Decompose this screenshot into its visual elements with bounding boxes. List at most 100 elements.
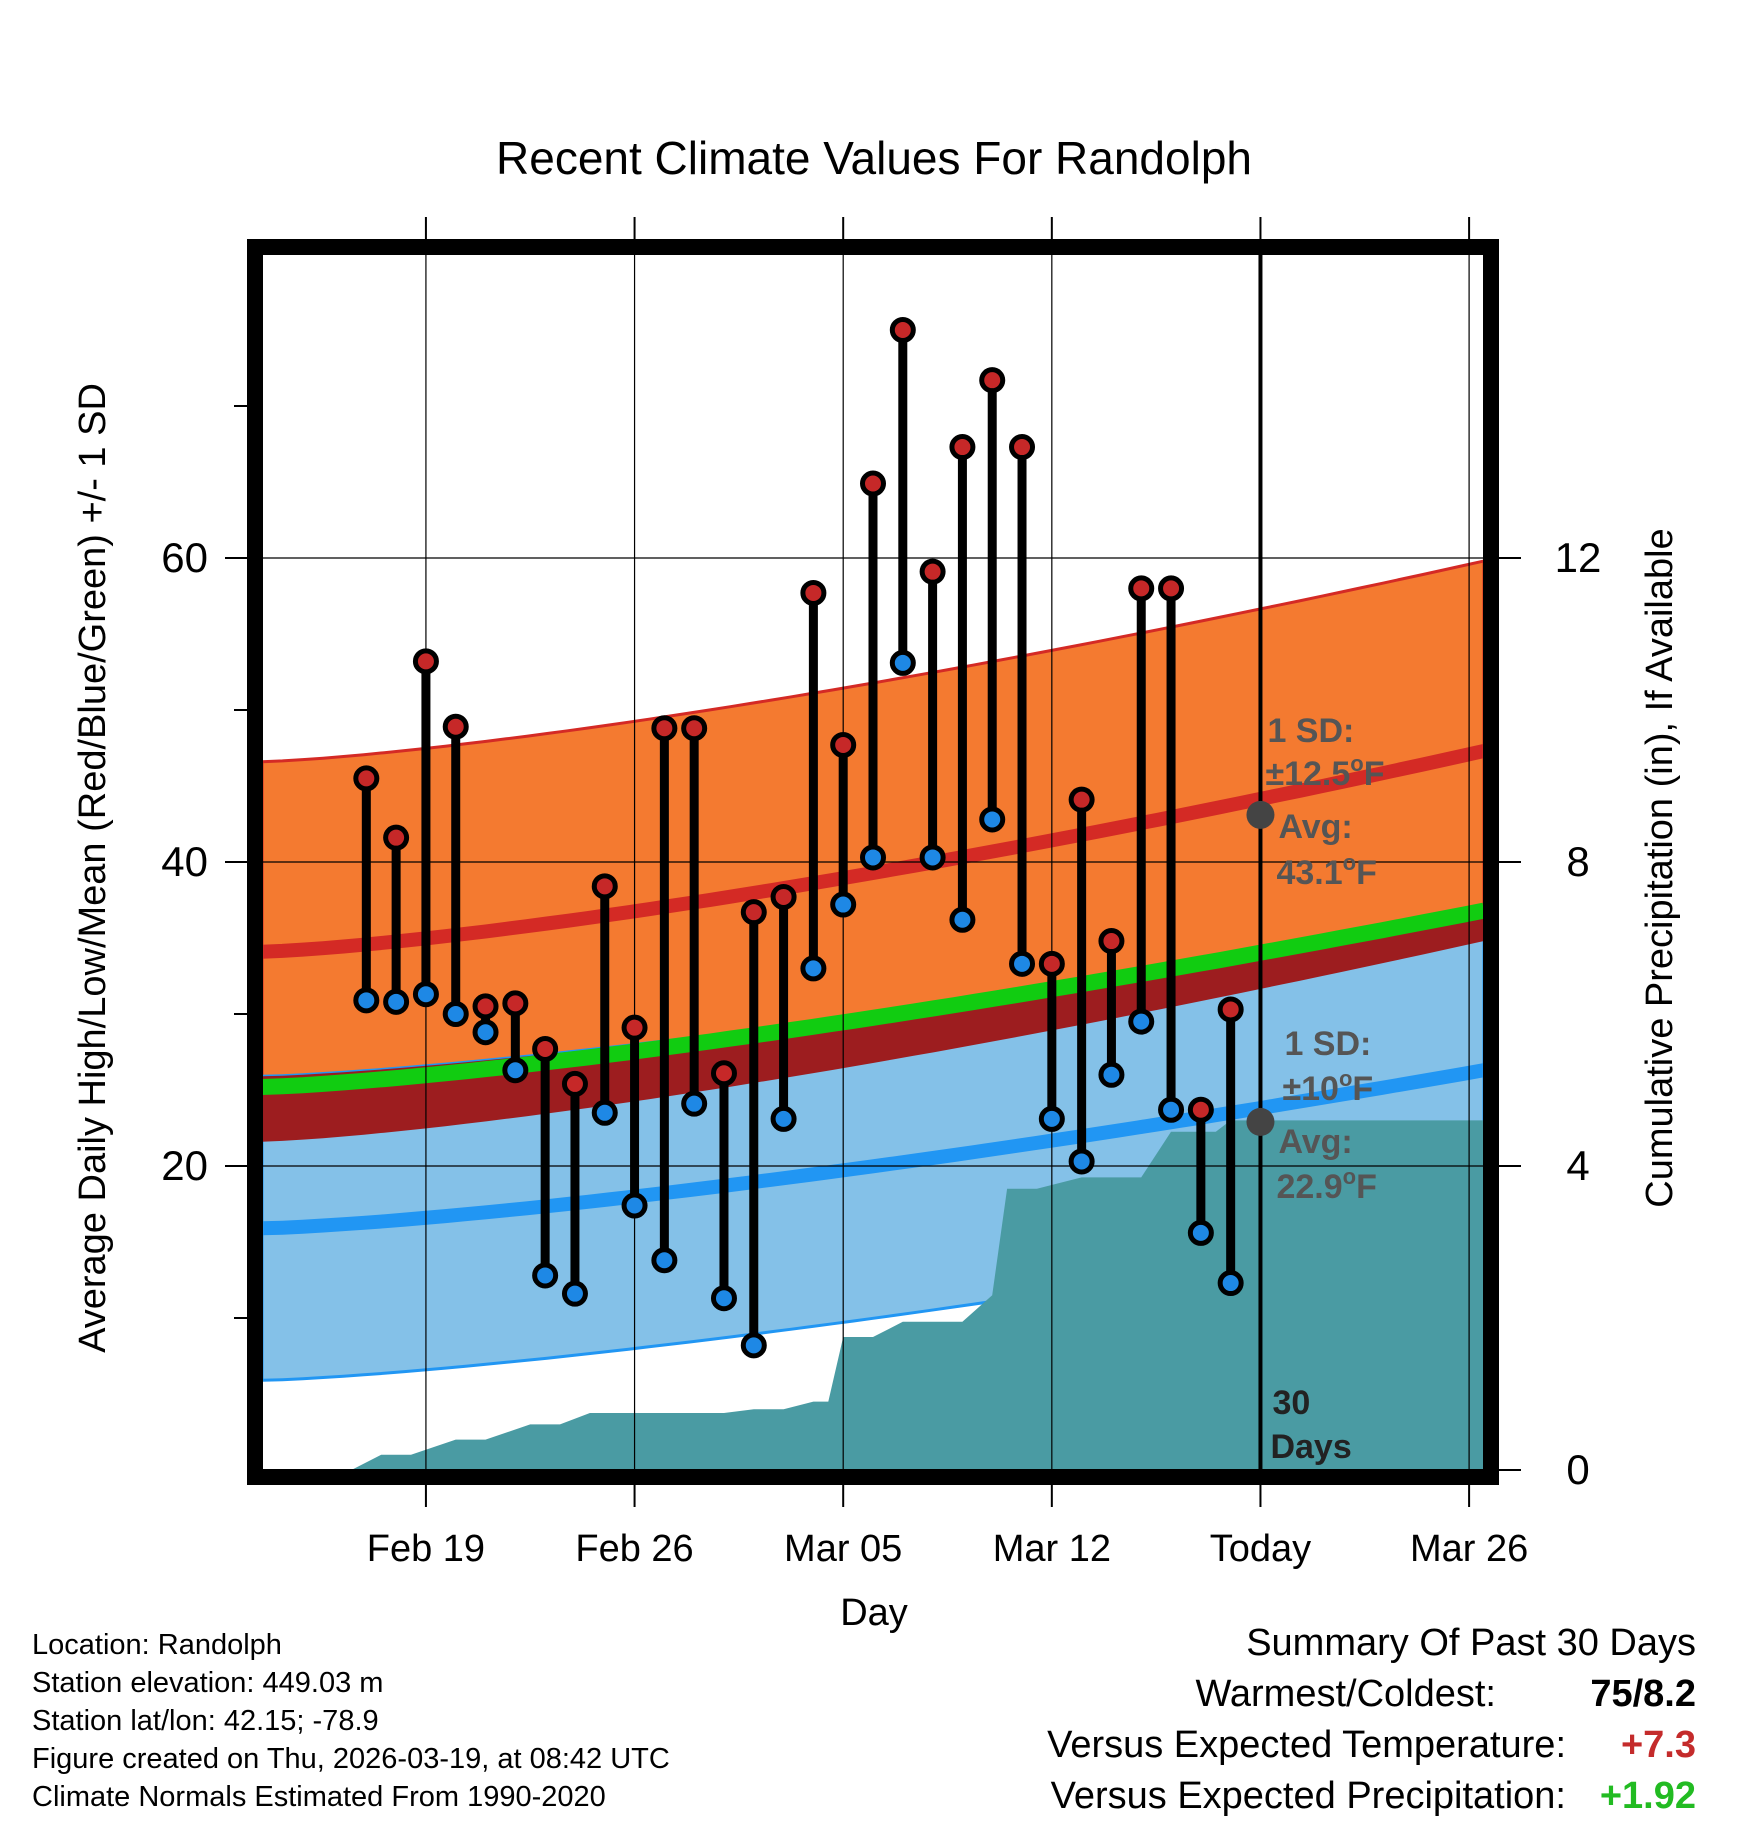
degree-mark: o [1339, 1066, 1352, 1091]
daily-low-point [1098, 1061, 1125, 1088]
days-count-label: 30 [1272, 1384, 1310, 1422]
daily-high-point [472, 993, 499, 1020]
daily-low-point [919, 844, 946, 871]
chart-title: Recent Climate Values For Randolph [496, 132, 1252, 184]
daily-high-point [1098, 928, 1125, 955]
daily-low-point [591, 1099, 618, 1126]
daily-high-point [710, 1060, 737, 1087]
low-sd-label: 1 SD: [1284, 1025, 1371, 1063]
daily-high-point [681, 715, 708, 742]
warmest-label: Warmest/Coldest: [1195, 1673, 1496, 1715]
daily-high-point [770, 883, 797, 910]
daily-low-point [561, 1280, 588, 1307]
x-tick-label: Feb 26 [575, 1528, 693, 1570]
x-tick-label: Today [1210, 1528, 1311, 1570]
daily-observations [353, 317, 1244, 1359]
daily-high-point [889, 317, 916, 343]
precip-area [262, 1120, 1484, 1470]
daily-low-point [681, 1090, 708, 1117]
unit-f: F [1356, 854, 1377, 892]
summary-panel: Summary Of Past 30 Days Warmest/Coldest:… [1047, 1618, 1696, 1822]
daily-low-point [353, 987, 380, 1014]
daily-high-point [502, 990, 529, 1017]
y2-tick-label: 4 [1566, 1142, 1589, 1189]
high-sd-value-line: ±12.5oF [1265, 751, 1384, 793]
daily-high-point [1128, 575, 1155, 602]
daily-low-point [412, 981, 439, 1008]
created-text: Figure created on Thu, 2026-03-19, at 08… [32, 1743, 670, 1775]
daily-high-point [1009, 434, 1036, 461]
unit-f: F [1352, 1070, 1373, 1108]
today-high-avg-marker [1246, 800, 1275, 829]
elevation-text: Station elevation: 449.03 m [32, 1667, 384, 1699]
x-tick-label: Mar 05 [784, 1528, 902, 1570]
daily-low-point [1068, 1148, 1095, 1175]
low-sd-value-line: ±10oF [1282, 1066, 1373, 1108]
plot-frame [247, 239, 1499, 1485]
high-avg-label: Avg: [1278, 808, 1352, 846]
daily-low-point [860, 844, 886, 871]
daily-high-point [1217, 996, 1244, 1023]
daily-low-point [979, 806, 1006, 833]
daily-low-point [949, 906, 976, 933]
y2-tick-label: 0 [1566, 1446, 1589, 1493]
daily-high-point [412, 648, 439, 675]
temp-label: Versus Expected Temperature: [1047, 1724, 1566, 1766]
daily-high-point [830, 731, 857, 758]
daily-high-point [919, 558, 946, 585]
daily-low-point [621, 1192, 648, 1219]
daily-high-point [979, 367, 1006, 394]
low-sd-value: ±10 [1282, 1070, 1338, 1108]
summary-title: Summary Of Past 30 Days [1246, 1622, 1696, 1664]
high-avg-value: 43.1 [1276, 854, 1342, 892]
summary-precip-row: Versus Expected Precipitation: +1.92 [1047, 1771, 1696, 1822]
summary-warmest-row: Warmest/Coldest: 75/8.2 [1047, 1669, 1696, 1720]
latlon-text: Station lat/lon: 42.15; -78.9 [32, 1705, 379, 1737]
daily-high-point [561, 1070, 588, 1097]
low-avg-label: Avg: [1278, 1123, 1352, 1161]
daily-high-point [1068, 786, 1095, 813]
y-axis-label: Average Daily High/Low/Mean (Red/Blue/Gr… [72, 383, 114, 1353]
high-mean-line [262, 744, 1484, 959]
daily-low-point [532, 1262, 559, 1289]
daily-low-point [472, 1019, 499, 1046]
daily-low-point [710, 1285, 737, 1312]
daily-low-point [770, 1105, 797, 1132]
daily-low-point [502, 1057, 529, 1084]
y-tick-label: 20 [161, 1142, 208, 1189]
daily-high-point [1187, 1096, 1214, 1123]
unit-f: F [1364, 755, 1385, 793]
x-tick-label: Feb 19 [367, 1528, 485, 1570]
daily-low-point [889, 649, 916, 676]
daily-low-point [830, 891, 857, 918]
station-info: Location: Randolph Station elevation: 44… [32, 1626, 670, 1816]
daily-high-point [621, 1014, 648, 1041]
precip-value: +1.92 [1599, 1775, 1696, 1817]
daily-low-point [442, 1001, 469, 1027]
daily-high-point [651, 715, 678, 742]
warmest-value: 75/8.2 [1590, 1673, 1696, 1715]
daily-high-point [442, 713, 469, 740]
summary-temp-row: Versus Expected Temperature: +7.3 [1047, 1720, 1696, 1771]
daily-low-point [1158, 1096, 1185, 1123]
high-sd-value: ±12.5 [1265, 755, 1350, 793]
degree-mark: o [1350, 751, 1363, 776]
high-avg-value-line: 43.1oF [1276, 850, 1376, 892]
precip-label: Versus Expected Precipitation: [1050, 1775, 1566, 1817]
daily-low-point [800, 955, 827, 982]
days-text-label: Days [1270, 1428, 1351, 1466]
high-sd-label: 1 SD: [1267, 712, 1354, 750]
y-tick-label: 60 [161, 534, 208, 581]
daily-low-point [1187, 1219, 1214, 1246]
low-avg-value: 22.9 [1276, 1168, 1342, 1206]
daily-high-point [949, 434, 976, 461]
today-low-avg-marker [1246, 1107, 1275, 1136]
x-tick-label: Mar 26 [1410, 1528, 1528, 1570]
y2-tick-label: 8 [1566, 838, 1589, 885]
daily-high-point [591, 873, 618, 900]
daily-low-point [1009, 950, 1036, 977]
